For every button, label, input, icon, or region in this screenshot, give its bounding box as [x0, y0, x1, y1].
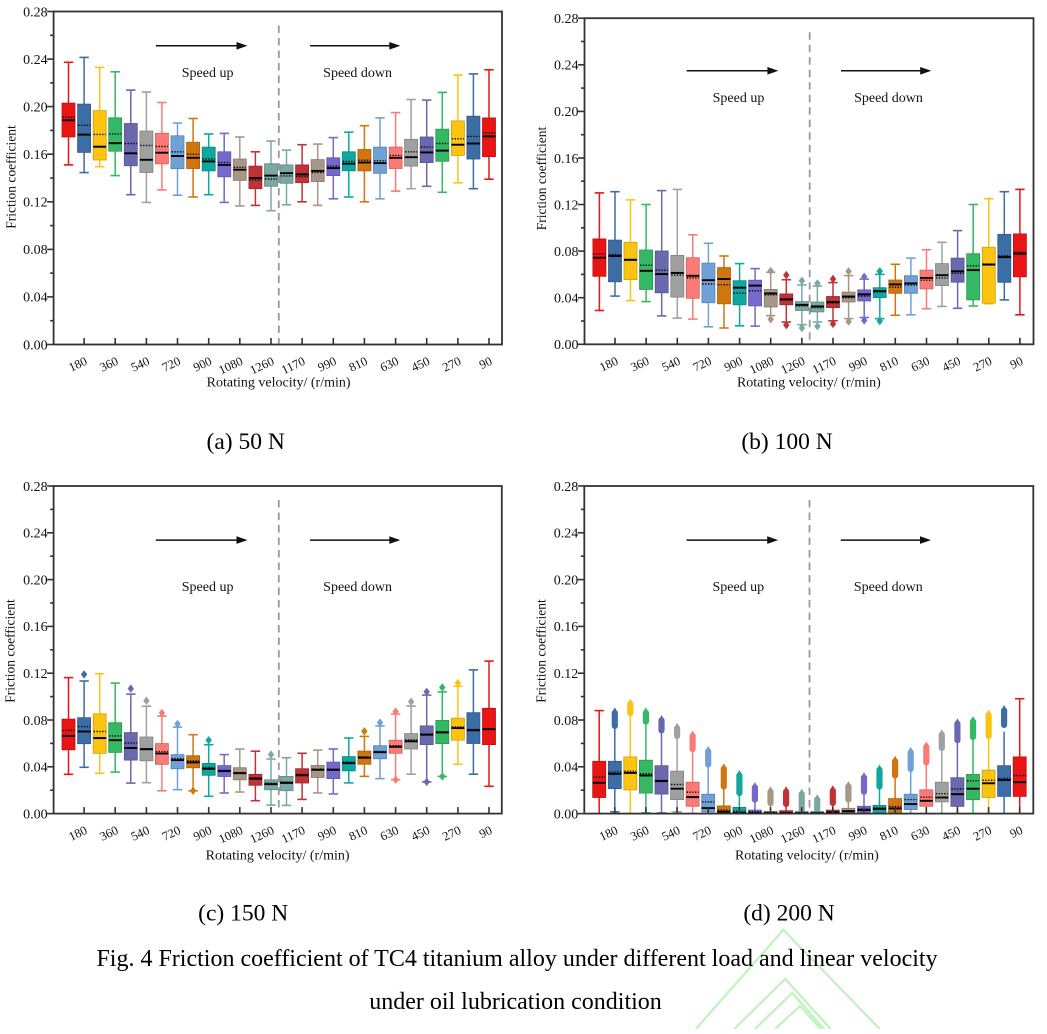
svg-text:(c) 150 N: (c) 150 N [198, 901, 288, 927]
svg-text:Friction coefficient: Friction coefficient [533, 599, 548, 703]
svg-text:0.12: 0.12 [23, 196, 48, 211]
svg-text:90: 90 [477, 354, 494, 372]
svg-text:0.12: 0.12 [23, 667, 48, 682]
svg-text:0.28: 0.28 [554, 12, 579, 27]
svg-text:0.24: 0.24 [23, 53, 48, 68]
svg-text:Speed down: Speed down [854, 580, 923, 595]
svg-text:0.00: 0.00 [554, 338, 579, 353]
svg-text:Speed up: Speed up [182, 580, 234, 595]
svg-text:Speed down: Speed down [854, 91, 923, 106]
svg-text:0.20: 0.20 [23, 100, 48, 115]
svg-text:Friction coefficient: Friction coefficient [534, 126, 549, 230]
svg-text:Speed up: Speed up [182, 66, 234, 81]
svg-text:0.16: 0.16 [554, 152, 579, 167]
svg-text:0.20: 0.20 [23, 573, 48, 588]
svg-text:0.04: 0.04 [23, 761, 48, 776]
svg-text:Speed down: Speed down [323, 66, 392, 81]
svg-text:Speed up: Speed up [713, 91, 765, 106]
svg-text:0.04: 0.04 [554, 292, 579, 307]
svg-text:0.04: 0.04 [23, 291, 48, 306]
svg-text:0.08: 0.08 [23, 714, 48, 729]
svg-text:0.28: 0.28 [554, 480, 579, 495]
svg-text:0.16: 0.16 [23, 148, 48, 163]
svg-text:0.28: 0.28 [23, 480, 48, 495]
svg-text:Speed down: Speed down [323, 580, 392, 595]
svg-text:Fig. 4 Friction coefficient of: Fig. 4 Friction coefficient of TC4 titan… [96, 946, 937, 972]
svg-text:(b) 100 N: (b) 100 N [741, 429, 832, 455]
svg-text:Friction coefficient: Friction coefficient [4, 125, 19, 229]
svg-text:90: 90 [1008, 354, 1025, 372]
svg-text:0.20: 0.20 [554, 573, 579, 588]
svg-text:0.00: 0.00 [23, 807, 48, 822]
svg-text:Speed up: Speed up [712, 580, 764, 595]
svg-text:0.08: 0.08 [554, 245, 579, 260]
svg-text:0.28: 0.28 [23, 5, 48, 20]
svg-text:0.24: 0.24 [554, 59, 579, 74]
svg-text:0.12: 0.12 [554, 198, 579, 213]
svg-text:(d) 200 N: (d) 200 N [743, 901, 834, 927]
svg-text:0.24: 0.24 [23, 527, 48, 542]
svg-text:0.08: 0.08 [23, 243, 48, 258]
svg-text:Friction coefficient: Friction coefficient [3, 599, 18, 703]
svg-text:Rotating velocity/ (r/min): Rotating velocity/ (r/min) [737, 376, 881, 391]
svg-text:0.16: 0.16 [554, 620, 579, 635]
svg-text:under oil lubrication conditio: under oil lubrication condition [369, 989, 662, 1015]
svg-text:Rotating velocity/ (r/min): Rotating velocity/ (r/min) [206, 849, 350, 864]
svg-text:0.08: 0.08 [554, 714, 579, 729]
svg-text:Rotating velocity/ (r/min): Rotating velocity/ (r/min) [735, 849, 879, 864]
svg-text:0.00: 0.00 [554, 807, 579, 822]
svg-text:0.12: 0.12 [554, 667, 579, 682]
svg-text:0.00: 0.00 [23, 338, 48, 353]
svg-text:0.04: 0.04 [554, 761, 579, 776]
svg-text:0.16: 0.16 [23, 620, 48, 635]
svg-text:90: 90 [477, 823, 494, 841]
svg-text:90: 90 [1008, 823, 1025, 841]
svg-text:0.20: 0.20 [554, 105, 579, 120]
svg-text:0.24: 0.24 [554, 527, 579, 542]
svg-text:(a) 50 N: (a) 50 N [207, 429, 285, 455]
svg-text:Rotating velocity/ (r/min): Rotating velocity/ (r/min) [207, 376, 351, 391]
